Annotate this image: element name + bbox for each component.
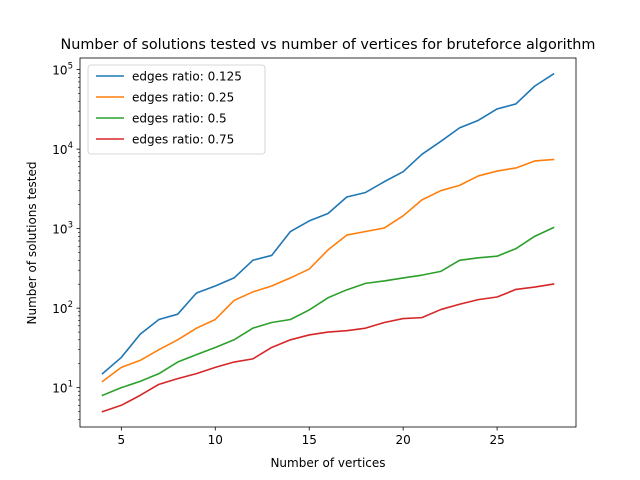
legend-label-3: edges ratio: 0.75 — [132, 133, 234, 147]
plot-area — [101, 72, 555, 413]
y-tick-label: 103 — [52, 221, 73, 237]
y-axis-label: Number of solutions tested — [25, 161, 39, 324]
series-line-0 — [101, 72, 555, 375]
legend-label-1: edges ratio: 0.25 — [132, 91, 234, 105]
x-tick-label: 10 — [208, 433, 223, 447]
y-tick-label: 102 — [52, 300, 73, 316]
x-axis-ticks: 5 10 15 20 25 — [118, 427, 505, 447]
x-axis-label: Number of vertices — [270, 456, 385, 470]
x-tick-label: 15 — [302, 433, 317, 447]
series-line-2 — [101, 226, 555, 397]
axes-frame — [79, 57, 577, 428]
y-axis-ticks: 101 102 103 104 105 — [52, 62, 80, 420]
y-tick-label: 104 — [52, 141, 73, 157]
y-tick-label: 105 — [52, 62, 73, 78]
y-tick-label: 101 — [52, 380, 73, 396]
x-tick-label: 20 — [396, 433, 411, 447]
legend-label-2: edges ratio: 0.5 — [132, 112, 227, 126]
legend: edges ratio: 0.125 edges ratio: 0.25 edges… — [87, 64, 266, 155]
x-tick-label: 25 — [489, 433, 504, 447]
series-line-3 — [101, 283, 555, 413]
chart-title: Number of solutions tested vs number of … — [61, 37, 596, 53]
x-tick-label: 5 — [118, 433, 126, 447]
legend-box — [87, 64, 266, 155]
series-line-1 — [101, 158, 555, 383]
legend-label-0: edges ratio: 0.125 — [132, 70, 242, 84]
